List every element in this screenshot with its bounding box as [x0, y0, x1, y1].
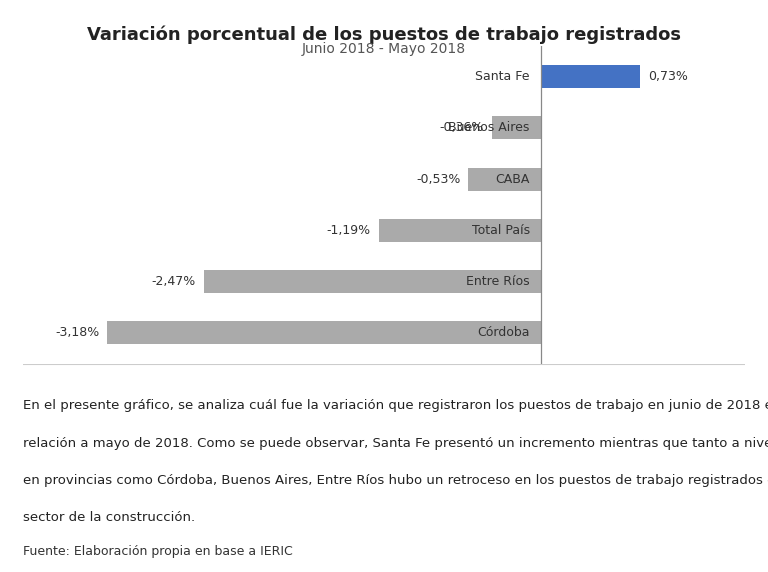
- Text: -3,18%: -3,18%: [55, 327, 99, 339]
- Text: Santa Fe: Santa Fe: [475, 70, 530, 83]
- Text: relación a mayo de 2018. Como se puede observar, Santa Fe presentó un incremento: relación a mayo de 2018. Como se puede o…: [23, 436, 768, 450]
- Bar: [468, 168, 541, 190]
- Text: -1,19%: -1,19%: [326, 224, 370, 237]
- Text: -0,36%: -0,36%: [439, 121, 483, 134]
- Text: Entre Ríos: Entre Ríos: [466, 275, 530, 288]
- Text: CABA: CABA: [495, 173, 530, 185]
- Text: Total País: Total País: [472, 224, 530, 237]
- Text: En el presente gráfico, se analiza cuál fue la variación que registraron los pue: En el presente gráfico, se analiza cuál …: [23, 399, 768, 412]
- Text: sector de la construcción.: sector de la construcción.: [23, 511, 195, 525]
- Text: Variación porcentual de los puestos de trabajo registrados: Variación porcentual de los puestos de t…: [87, 26, 681, 44]
- Bar: [541, 65, 640, 88]
- Bar: [492, 116, 541, 140]
- Text: Junio 2018 - Mayo 2018: Junio 2018 - Mayo 2018: [302, 42, 466, 56]
- Bar: [108, 321, 541, 344]
- Bar: [204, 270, 541, 293]
- Text: 0,73%: 0,73%: [648, 70, 688, 83]
- Text: -2,47%: -2,47%: [152, 275, 196, 288]
- Bar: [379, 219, 541, 242]
- Text: Fuente: Elaboración propia en base a IERIC: Fuente: Elaboración propia en base a IER…: [23, 545, 293, 558]
- Text: en provincias como Córdoba, Buenos Aires, Entre Ríos hubo un retroceso en los pu: en provincias como Córdoba, Buenos Aires…: [23, 474, 768, 487]
- Text: Córdoba: Córdoba: [477, 327, 530, 339]
- Text: -0,53%: -0,53%: [416, 173, 460, 185]
- Text: Buenos Aires: Buenos Aires: [449, 121, 530, 134]
